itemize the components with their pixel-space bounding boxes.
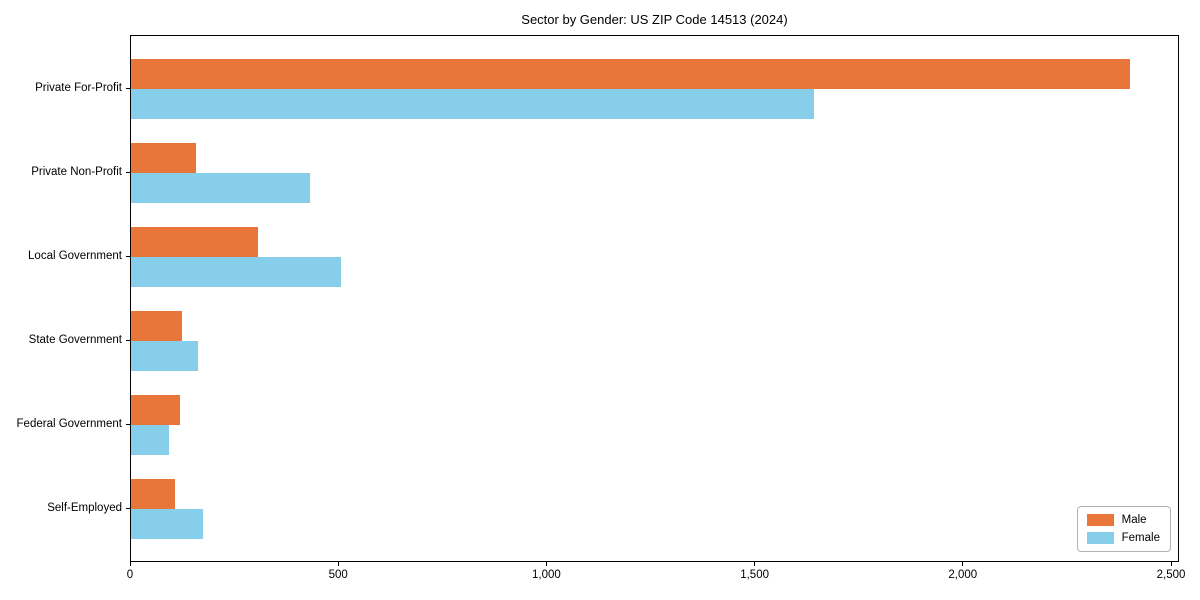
- x-tick-mark: [545, 562, 547, 566]
- bar-female-private-for-profit: [131, 89, 814, 119]
- bar-male-private-for-profit: [131, 59, 1131, 89]
- y-tick-mark: [126, 256, 130, 257]
- x-tick-mark: [1170, 562, 1172, 566]
- y-tick-mark: [126, 88, 130, 89]
- x-tick-label: 1,500: [740, 569, 769, 581]
- x-tick-mark: [337, 562, 339, 566]
- bar-male-federal-government: [131, 395, 181, 425]
- x-tick-label: 500: [328, 569, 348, 581]
- x-tick-label: 1,000: [532, 569, 561, 581]
- y-tick-label: Private Non-Profit: [31, 166, 122, 178]
- x-tick-label: 0: [126, 569, 134, 581]
- y-tick-label: Local Government: [28, 250, 122, 262]
- plot-area: Male Female: [130, 35, 1179, 562]
- x-tick-mark: [129, 562, 131, 566]
- y-tick-mark: [126, 424, 130, 425]
- x-tick-label: 2,000: [948, 569, 978, 581]
- y-tick-label: Federal Government: [16, 418, 122, 430]
- y-tick-mark: [126, 508, 130, 509]
- bar-male-private-non-profit: [131, 143, 196, 173]
- bar-female-federal-government: [131, 425, 169, 455]
- chart-title: Sector by Gender: US ZIP Code 14513 (202…: [521, 12, 788, 27]
- legend-swatch-female: [1086, 532, 1114, 544]
- legend-label-male: Male: [1121, 514, 1147, 526]
- bar-female-local-government: [131, 257, 342, 287]
- bar-female-state-government: [131, 341, 198, 371]
- legend-swatch-male: [1086, 514, 1114, 526]
- x-tick-mark: [754, 562, 756, 566]
- y-tick-mark: [126, 172, 130, 173]
- bar-male-state-government: [131, 311, 182, 341]
- bar-male-local-government: [131, 227, 258, 257]
- legend: Male Female: [1076, 506, 1171, 552]
- legend-label-female: Female: [1121, 532, 1160, 544]
- legend-item-female: Female: [1086, 532, 1160, 544]
- bar-female-private-non-profit: [131, 173, 311, 203]
- x-tick-label: 2,500: [1156, 569, 1186, 581]
- bar-male-self-employed: [131, 479, 176, 509]
- legend-item-male: Male: [1086, 514, 1160, 526]
- bar-female-self-employed: [131, 509, 203, 539]
- x-tick-mark: [962, 562, 964, 566]
- y-tick-label: Self-Employed: [47, 502, 122, 514]
- y-tick-mark: [126, 340, 130, 341]
- y-tick-label: State Government: [28, 334, 122, 346]
- y-tick-label: Private For-Profit: [35, 82, 122, 94]
